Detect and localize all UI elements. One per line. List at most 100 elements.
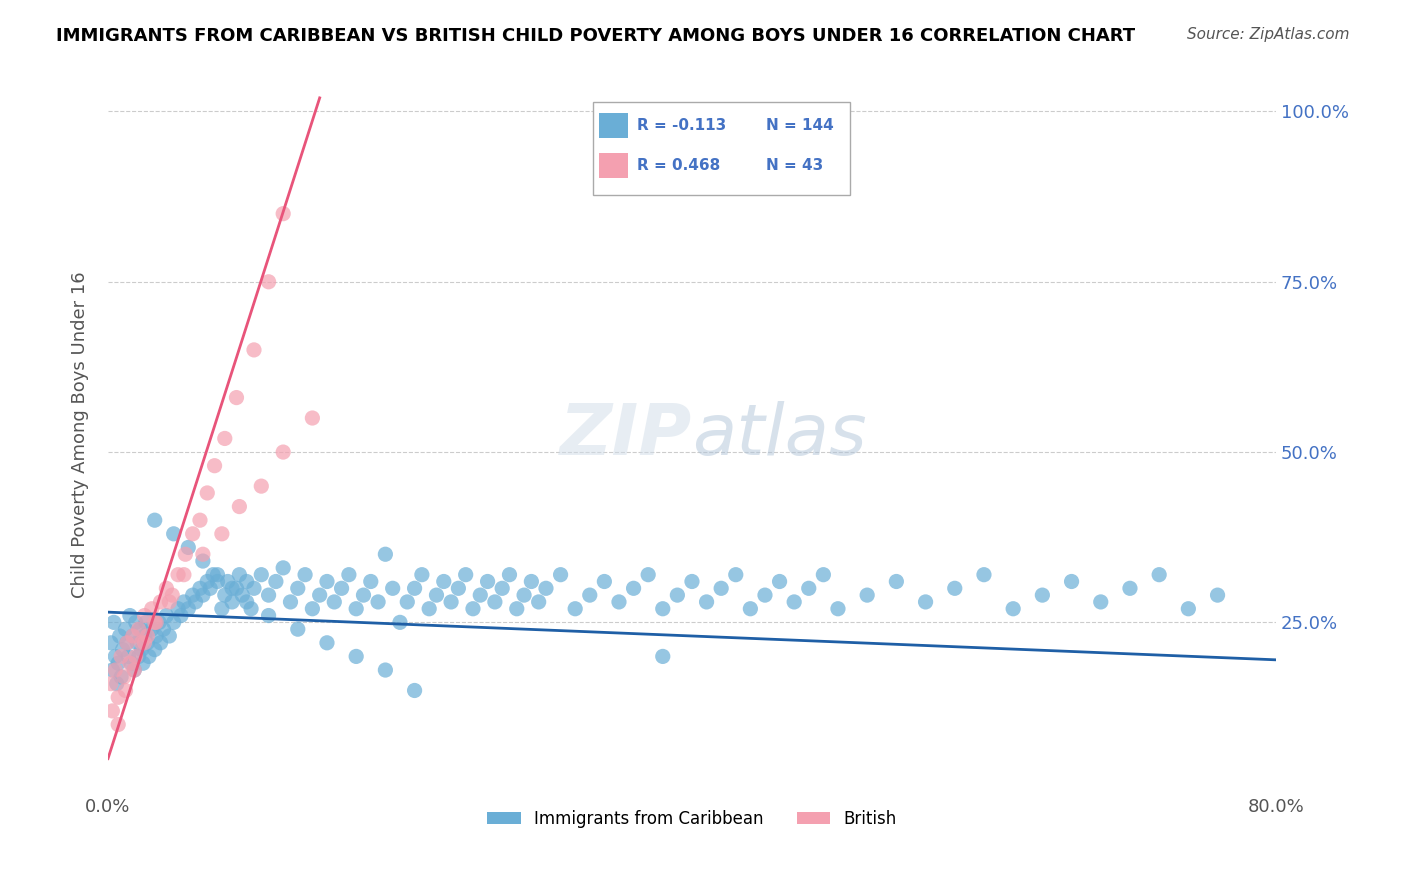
Point (104, 663, 127, 677)
Point (724, 567, 747, 582)
Point (461, 601, 484, 615)
Point (149, 636, 172, 650)
Point (308, 588, 330, 602)
Point (768, 574, 790, 589)
Point (149, 595, 172, 609)
Point (202, 567, 225, 582)
Point (235, 595, 257, 609)
Point (740, 601, 762, 615)
Point (564, 601, 586, 615)
Point (243, 343, 266, 357)
Point (177, 541, 200, 555)
Point (1177, 601, 1199, 615)
Point (198, 582, 221, 596)
Point (484, 595, 506, 609)
Legend: Immigrants from Caribbean, British: Immigrants from Caribbean, British (481, 803, 903, 834)
Point (367, 595, 389, 609)
Point (637, 567, 659, 582)
Point (344, 649, 367, 664)
Point (973, 567, 995, 582)
Point (111, 642, 134, 657)
Point (122, 663, 145, 677)
Text: N = 144: N = 144 (765, 118, 834, 133)
Text: Source: ZipAtlas.com: Source: ZipAtlas.com (1187, 27, 1350, 42)
Point (157, 595, 180, 609)
Point (101, 704, 124, 718)
Point (143, 642, 166, 657)
Point (145, 615, 167, 630)
Point (143, 615, 166, 630)
Point (120, 657, 142, 671)
Point (447, 582, 470, 596)
Point (141, 622, 163, 636)
Point (177, 601, 200, 615)
Point (257, 275, 280, 289)
Point (125, 615, 148, 630)
Point (225, 582, 247, 596)
Point (135, 615, 157, 630)
Point (148, 615, 170, 630)
Point (181, 588, 204, 602)
Point (411, 567, 433, 582)
Point (173, 567, 195, 582)
Point (129, 622, 152, 636)
Point (121, 629, 143, 643)
Point (491, 582, 513, 596)
Point (145, 629, 167, 643)
Point (115, 636, 138, 650)
Point (418, 601, 440, 615)
Point (316, 636, 339, 650)
Point (404, 683, 426, 698)
Point (498, 567, 520, 582)
Point (607, 595, 630, 609)
Point (374, 547, 396, 561)
Text: R = -0.113: R = -0.113 (637, 118, 727, 133)
Point (651, 601, 673, 615)
Point (195, 486, 218, 500)
Point (228, 567, 250, 582)
Point (681, 574, 703, 589)
Point (396, 595, 419, 609)
Point (520, 574, 543, 589)
Point (160, 588, 183, 602)
Point (112, 670, 135, 684)
Point (287, 622, 309, 636)
Point (170, 608, 193, 623)
Point (107, 717, 129, 731)
Point (103, 615, 125, 630)
Point (105, 676, 128, 690)
Point (813, 567, 835, 582)
Point (191, 547, 214, 561)
Point (131, 642, 153, 657)
Text: ZIP: ZIP (560, 401, 692, 469)
Point (134, 608, 156, 623)
Point (128, 622, 150, 636)
Point (114, 622, 136, 636)
Point (623, 582, 645, 596)
Point (188, 513, 211, 527)
Point (578, 588, 600, 602)
Point (477, 574, 499, 589)
Point (136, 636, 159, 650)
Point (271, 445, 294, 459)
Point (167, 601, 190, 615)
Point (225, 391, 247, 405)
Point (221, 595, 243, 609)
Point (330, 582, 353, 596)
Text: atlas: atlas (692, 401, 866, 469)
Point (121, 629, 143, 643)
Point (470, 588, 492, 602)
Point (316, 574, 339, 589)
Point (211, 601, 233, 615)
Point (235, 574, 257, 589)
Point (231, 588, 253, 602)
Point (143, 513, 166, 527)
Point (110, 649, 132, 664)
Point (138, 649, 160, 664)
Point (914, 595, 936, 609)
Point (710, 582, 733, 596)
Point (827, 601, 849, 615)
Point (301, 411, 323, 425)
Point (506, 601, 529, 615)
Point (1002, 601, 1025, 615)
